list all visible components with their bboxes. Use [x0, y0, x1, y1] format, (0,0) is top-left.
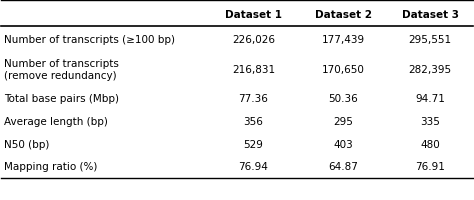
Text: Dataset 1: Dataset 1: [225, 10, 282, 20]
Text: 94.71: 94.71: [415, 94, 445, 103]
Text: Number of transcripts
(remove redundancy): Number of transcripts (remove redundancy…: [4, 59, 118, 81]
Text: 356: 356: [244, 116, 264, 126]
Text: 529: 529: [244, 139, 264, 149]
Text: 295: 295: [333, 116, 353, 126]
Text: N50 (bp): N50 (bp): [4, 139, 49, 149]
Text: Number of transcripts (≥100 bp): Number of transcripts (≥100 bp): [4, 35, 175, 45]
Text: 216,831: 216,831: [232, 65, 275, 75]
Text: 480: 480: [420, 139, 440, 149]
Text: Total base pairs (Mbp): Total base pairs (Mbp): [4, 94, 119, 103]
Text: Mapping ratio (%): Mapping ratio (%): [4, 162, 97, 172]
Text: 76.94: 76.94: [238, 162, 268, 172]
Text: Dataset 3: Dataset 3: [401, 10, 459, 20]
Text: Average length (bp): Average length (bp): [4, 116, 108, 126]
Text: 77.36: 77.36: [238, 94, 268, 103]
Text: 295,551: 295,551: [409, 35, 452, 45]
Text: 64.87: 64.87: [328, 162, 358, 172]
Text: 177,439: 177,439: [321, 35, 365, 45]
Text: 170,650: 170,650: [321, 65, 365, 75]
Text: Dataset 2: Dataset 2: [315, 10, 372, 20]
Text: 403: 403: [333, 139, 353, 149]
Text: 50.36: 50.36: [328, 94, 358, 103]
Text: 76.91: 76.91: [415, 162, 445, 172]
Text: 282,395: 282,395: [409, 65, 452, 75]
Text: 335: 335: [420, 116, 440, 126]
Text: 226,026: 226,026: [232, 35, 275, 45]
